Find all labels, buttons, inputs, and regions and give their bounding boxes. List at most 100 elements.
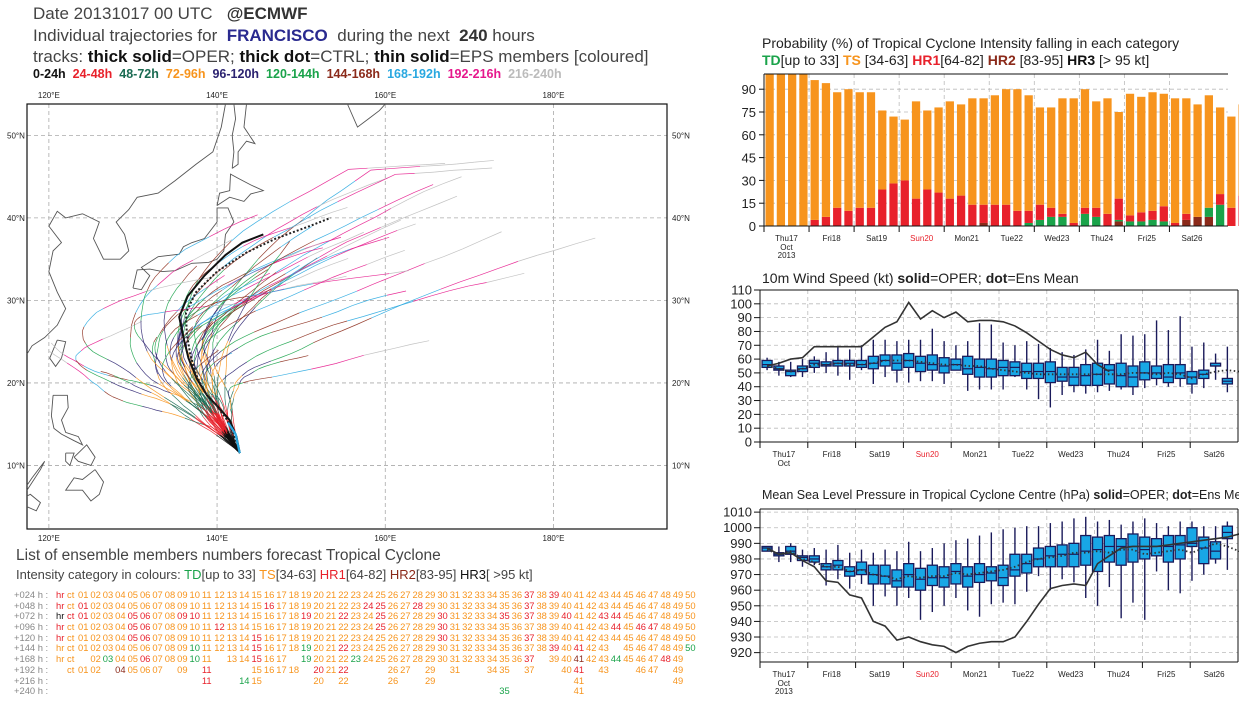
- member-47: 47: [647, 621, 659, 633]
- ensemble-track-segment: [453, 168, 473, 171]
- ensemble-track-segment: [186, 308, 193, 319]
- member-14: 14: [239, 621, 250, 633]
- ensemble-track-segment: [504, 272, 525, 279]
- ensemble-track-segment: [186, 298, 191, 309]
- member-09: 09: [177, 631, 188, 643]
- member-20: 20: [313, 653, 324, 665]
- ensemble-track-segment: [212, 379, 218, 388]
- ensemble-track-segment: [178, 350, 182, 359]
- member-41: 41: [573, 621, 585, 633]
- map-lon-label-bottom: 120°E: [38, 534, 60, 543]
- ensemble-track-segment: [187, 412, 196, 418]
- member-06: 06: [139, 653, 151, 665]
- member-25: 25: [375, 665, 387, 676]
- member-07: 07: [152, 589, 163, 600]
- ensemble-track-segment: [84, 344, 90, 349]
- member-20: 20: [313, 686, 325, 697]
- ensemble-track-segment: [147, 283, 151, 291]
- pressure-title-oper: =OPER;: [1122, 488, 1169, 502]
- ensemble-track-segment: [89, 368, 96, 372]
- ensemble-track-segment: [125, 380, 131, 384]
- member-50: 50: [685, 589, 696, 600]
- ensemble-track-segment: [474, 160, 494, 163]
- member-19: 19: [301, 642, 312, 654]
- ensemble-track-segment: [220, 434, 227, 440]
- member-03: 03: [102, 610, 114, 622]
- ensemble-track-segment: [110, 331, 120, 337]
- ensemble-track-segment: [166, 345, 171, 355]
- ensemble-track-segment: [192, 347, 197, 355]
- member-37: 37: [524, 589, 535, 600]
- member-41: 41: [573, 642, 585, 654]
- ensemble-track-segment: [235, 303, 247, 311]
- ensemble-track-segment: [232, 443, 237, 449]
- ensemble-track-segment: [216, 381, 218, 390]
- member-35: 35: [499, 685, 510, 697]
- member-05: 05: [127, 663, 138, 675]
- ensemble-track-segment: [307, 248, 326, 258]
- ensemble-track-segment: [122, 367, 130, 373]
- wind-title-oper: =OPER;: [930, 270, 982, 286]
- ensemble-track-segment: [244, 243, 256, 252]
- member-25: 25: [375, 599, 386, 611]
- ensemble-track-segment: [284, 250, 302, 259]
- member-23: 23: [350, 621, 362, 633]
- pressure-chart-title: Mean Sea Level Pressure in Tropical Cycl…: [762, 488, 1239, 502]
- ensemble-track-segment: [219, 320, 225, 328]
- ensemble-track-segment: [411, 340, 430, 345]
- ensemble-track-segment: [231, 321, 237, 332]
- lead-time: +192 h :: [14, 663, 51, 675]
- time-legend-48-72h: 48-72h: [119, 67, 159, 81]
- ensemble-track-segment: [199, 392, 203, 399]
- ensemble-track-segment: [79, 364, 84, 368]
- member-18: 18: [288, 621, 300, 633]
- bar-ts: [1170, 98, 1180, 223]
- legend-range: [83-95]: [1015, 52, 1068, 68]
- member-35: 35: [499, 663, 510, 675]
- ensemble-track-segment: [217, 430, 223, 435]
- ensemble-track-segment: [288, 248, 305, 256]
- member-22: 22: [338, 642, 349, 654]
- ensemble-track-segment: [262, 265, 272, 278]
- ensemble-track-segment: [199, 411, 204, 417]
- coastline: [132, 207, 235, 291]
- map-lat-label-left: 30°N: [7, 296, 25, 305]
- ensemble-track-segment: [319, 324, 334, 331]
- ensemble-track-segment: [230, 302, 243, 309]
- ensemble-track-segment: [208, 334, 216, 341]
- member-09: 09: [177, 621, 188, 633]
- member-45: 45: [623, 599, 634, 611]
- lead-time: +024 h :: [14, 589, 51, 600]
- member-12: 12: [214, 642, 225, 654]
- bar-hr1: [1035, 204, 1045, 220]
- ensemble-track-segment: [208, 372, 214, 381]
- ensemble-track-segment: [150, 285, 158, 292]
- ensemble-track-segment: [162, 400, 170, 404]
- ensemble-track-segment: [273, 265, 292, 275]
- bar-hr1: [1002, 204, 1011, 226]
- member-34: 34: [486, 631, 498, 643]
- ensemble-track-segment: [211, 426, 216, 430]
- member-16: 16: [263, 621, 275, 633]
- member-23: 23: [351, 686, 363, 697]
- x-tick-label: Fri18: [823, 450, 842, 459]
- time-legend-0-24h: 0-24h: [33, 67, 66, 81]
- ensemble-track-segment: [188, 308, 195, 316]
- ensemble-track-segment: [200, 408, 204, 413]
- ensemble-track-segment: [210, 408, 217, 415]
- ensemble-track-segment: [204, 296, 213, 304]
- member-11: 11: [201, 642, 212, 654]
- member-50: 50: [685, 621, 696, 633]
- ensemble-track-segment: [178, 385, 187, 393]
- member-27: 27: [400, 621, 411, 633]
- member-08: 08: [164, 642, 176, 654]
- ensemble-track-segment: [236, 315, 246, 322]
- ensemble-track-segment: [221, 417, 225, 424]
- ensemble-track-segment: [197, 396, 205, 403]
- member-37: 37: [524, 631, 535, 643]
- ensemble-track-segment: [265, 287, 277, 298]
- ensemble-track-segment: [250, 294, 262, 299]
- ensemble-track-segment: [299, 240, 315, 249]
- ensemble-track-segment: [179, 396, 186, 401]
- ensemble-track-segment: [203, 261, 212, 272]
